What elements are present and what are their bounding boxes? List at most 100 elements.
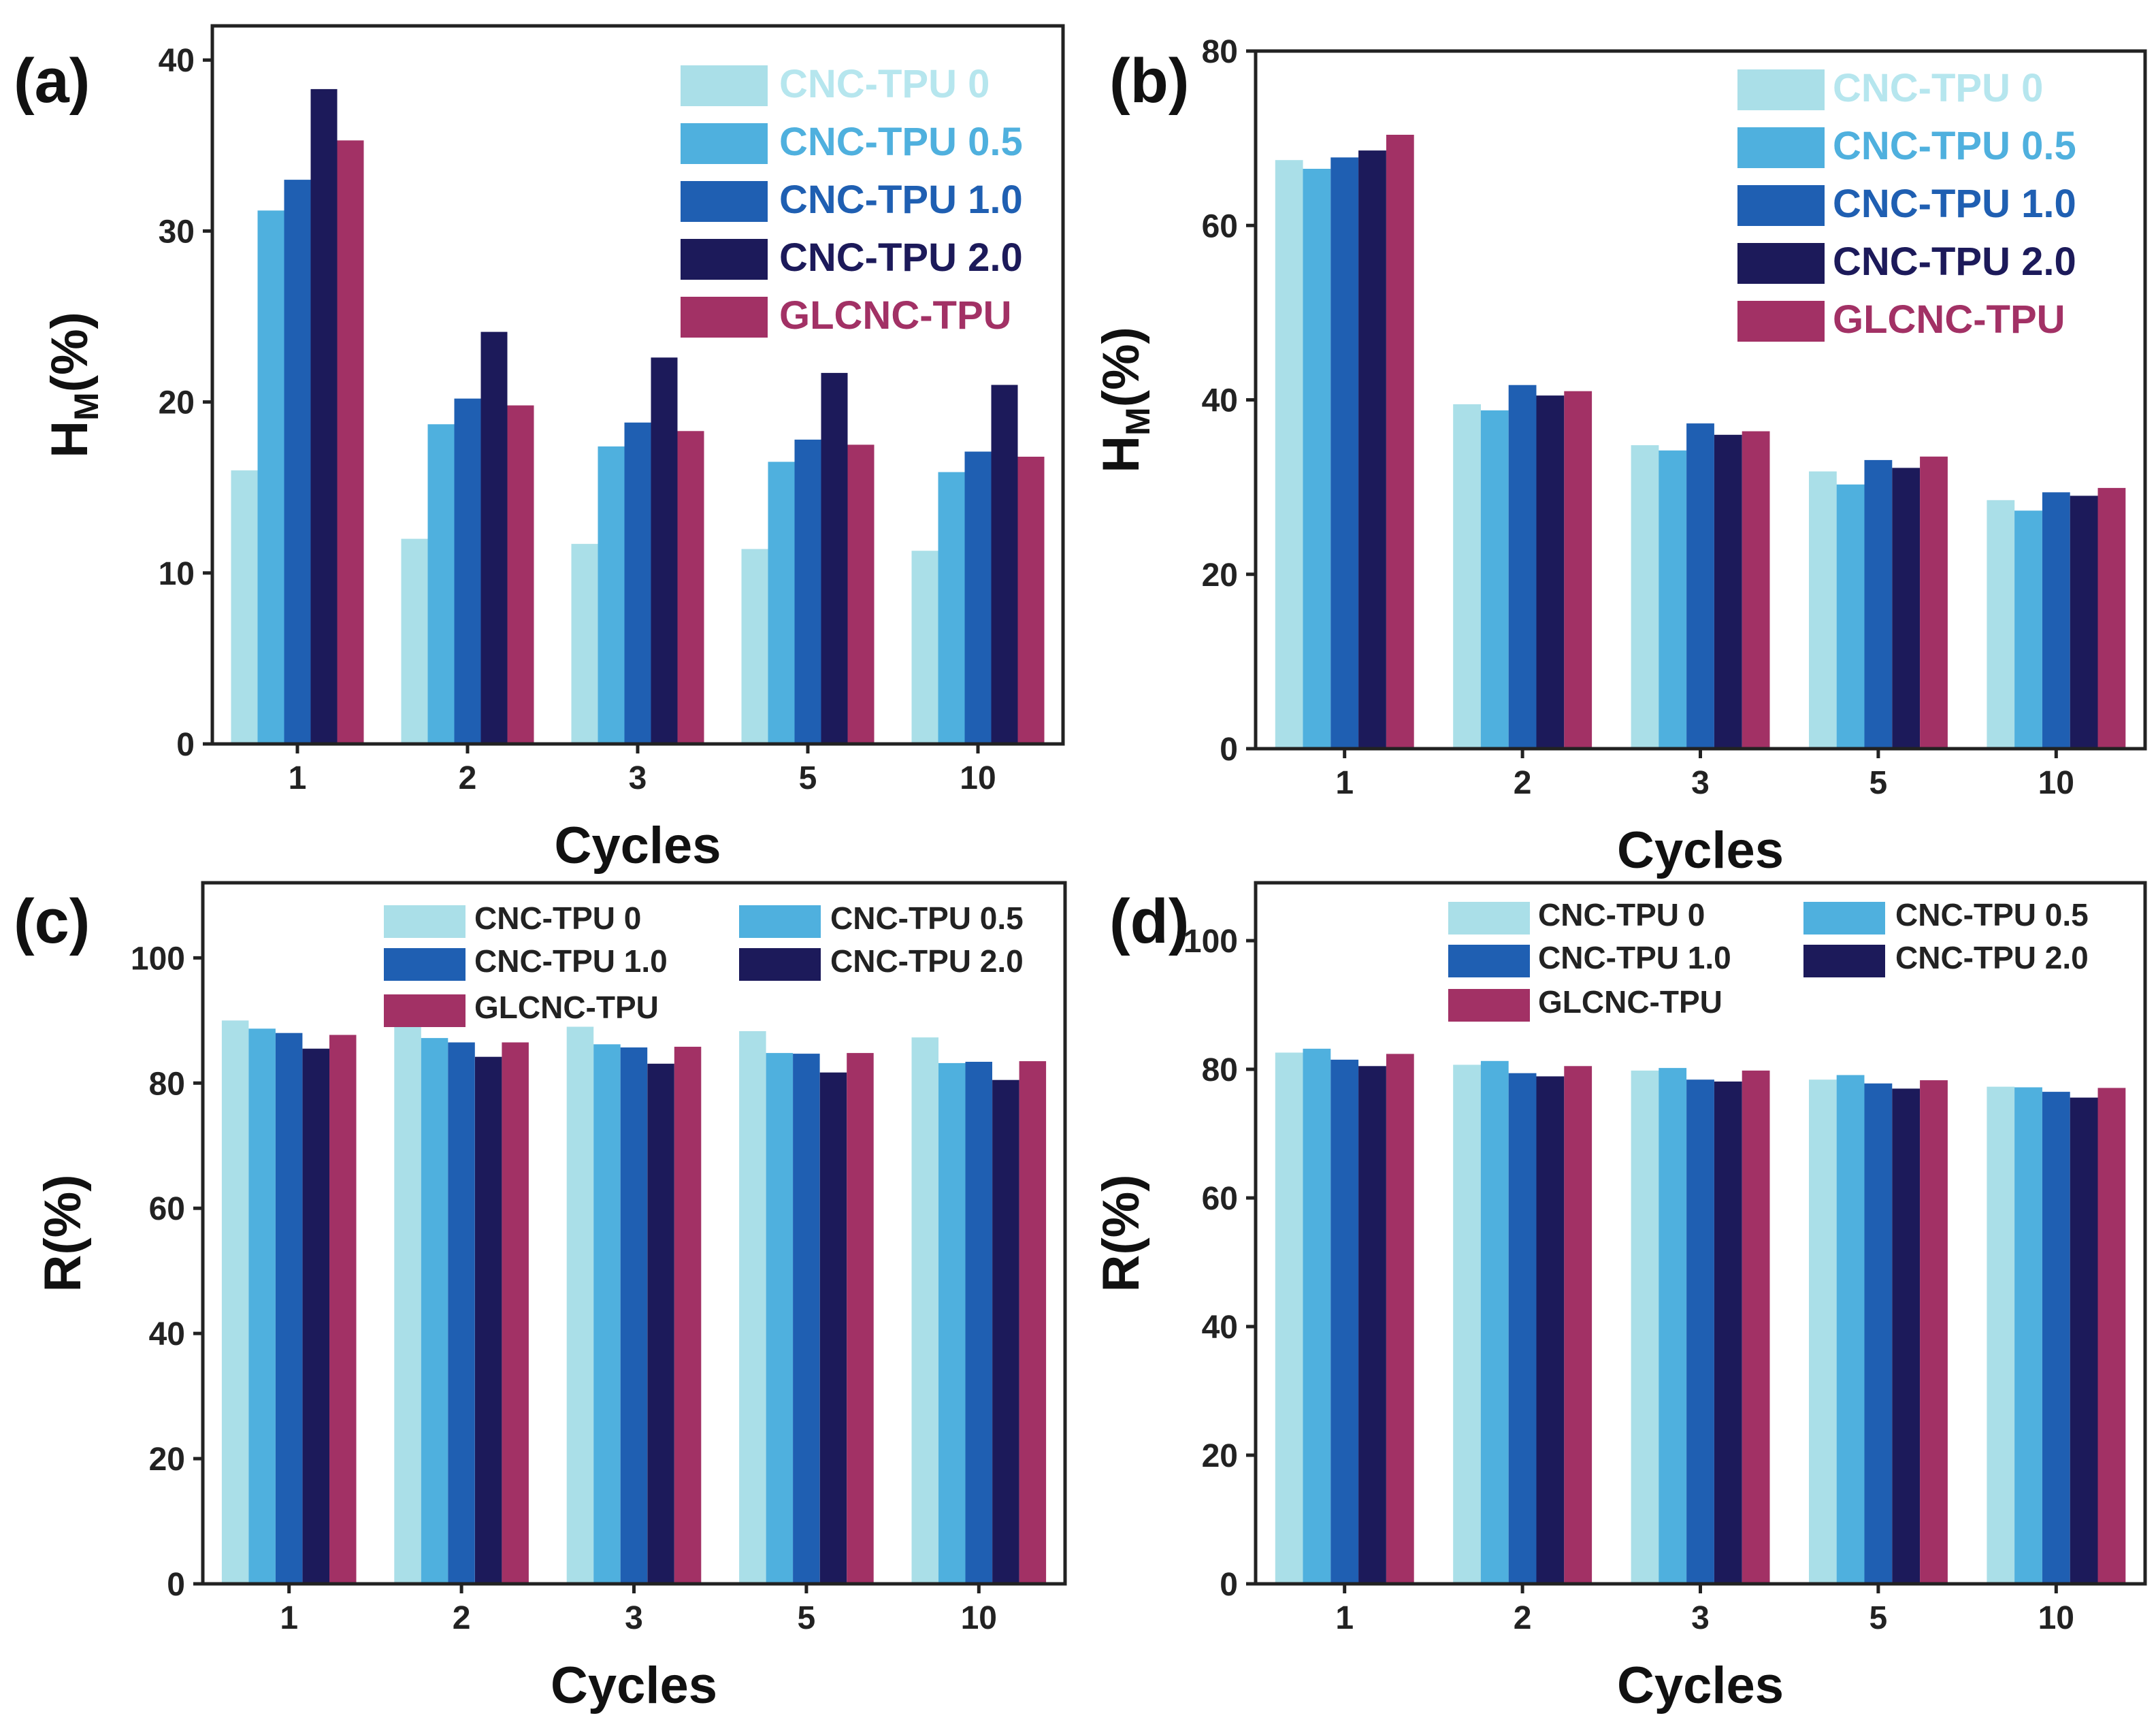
legend-label: GLCNC-TPU	[779, 293, 1012, 338]
bar-glcnc-tpu	[1564, 1066, 1592, 1584]
bar-cnc-tpu-0-5	[427, 424, 455, 744]
bar-cnc-tpu-0	[221, 1020, 249, 1584]
bar-cnc-tpu-2-0	[991, 385, 1018, 744]
bar-glcnc-tpu	[847, 444, 875, 744]
legend-label: CNC-TPU 1.0	[1538, 940, 1731, 975]
panel-label: (a)	[14, 46, 90, 116]
bar-glcnc-tpu	[1386, 135, 1414, 749]
bar-glcnc-tpu	[1019, 1061, 1047, 1584]
bar-cnc-tpu-2-0	[1536, 395, 1565, 749]
y-tick-label: 30	[159, 214, 195, 250]
bar-glcnc-tpu	[1742, 1070, 1770, 1584]
bar-cnc-tpu-2-0	[1358, 1066, 1386, 1584]
bar-cnc-tpu-0	[911, 551, 938, 744]
bar-cnc-tpu-0-5	[1303, 169, 1331, 749]
bar-cnc-tpu-0-5	[257, 210, 284, 744]
x-tick-label: 2	[1514, 765, 1532, 801]
y-tick-label: 20	[1202, 1438, 1238, 1474]
x-tick-label: 10	[2038, 1600, 2074, 1636]
legend-label: CNC-TPU 0.5	[779, 120, 1023, 164]
x-tick-label: 10	[960, 760, 996, 796]
bar-cnc-tpu-1-0	[1508, 385, 1537, 749]
bar-cnc-tpu-2-0	[819, 1072, 847, 1584]
x-tick-label: 1	[1335, 765, 1354, 801]
legend: CNC-TPU 0 CNC-TPU 0.5 CNC-TPU 1.0 CNC-TPU 2…	[681, 62, 1023, 338]
x-axis-title: Cycles	[551, 1657, 717, 1715]
y-axis-title-subscript: M	[1119, 407, 1157, 436]
y-axis-title-main: R(%)	[34, 1174, 92, 1292]
bar-cnc-tpu-2-0	[1714, 1082, 1742, 1584]
x-tick-label: 5	[798, 1600, 816, 1636]
bar-cnc-tpu-2-0	[1714, 434, 1742, 749]
bar-cnc-tpu-0	[911, 1037, 938, 1584]
x-tick-label: 3	[625, 1600, 643, 1636]
y-axis-title-unit: (%)	[1092, 327, 1150, 407]
x-axis-title: Cycles	[1617, 822, 1784, 879]
legend-swatch	[1448, 989, 1530, 1022]
y-tick-label: 80	[149, 1066, 185, 1102]
panel-label: (d)	[1109, 887, 1189, 956]
bar-cnc-tpu-0-5	[248, 1028, 276, 1584]
legend-label: CNC-TPU 0.5	[1895, 897, 2089, 932]
bar-cnc-tpu-0-5	[766, 1053, 794, 1584]
y-axis-title: R(%)	[34, 1174, 92, 1292]
y-tick-label: 60	[149, 1191, 185, 1227]
bar-cnc-tpu-1-0	[1330, 1059, 1359, 1584]
x-tick-label: 10	[2038, 765, 2074, 801]
bar-cnc-tpu-0	[741, 549, 768, 744]
bar-cnc-tpu-1-0	[794, 439, 821, 744]
x-tick-label: 3	[1691, 1600, 1710, 1636]
bar-cnc-tpu-0-5	[1836, 484, 1865, 749]
x-tick-label: 1	[1335, 1600, 1354, 1636]
y-tick-label: 20	[1202, 557, 1238, 594]
bar-glcnc-tpu	[2097, 1088, 2126, 1584]
bar-cnc-tpu-1-0	[284, 180, 311, 745]
bar-cnc-tpu-0	[1275, 160, 1303, 749]
y-axis-title: HM(%)	[41, 312, 105, 458]
y-tick-label: 40	[1202, 383, 1238, 419]
bar-glcnc-tpu	[329, 1035, 357, 1584]
bar-cnc-tpu-0	[1275, 1052, 1303, 1584]
bar-cnc-tpu-1-0	[2042, 1092, 2070, 1584]
bar-cnc-tpu-0-5	[938, 1062, 966, 1584]
legend-swatch	[384, 948, 466, 981]
legend-swatch	[681, 239, 768, 280]
bar-glcnc-tpu	[1386, 1054, 1414, 1584]
bar-cnc-tpu-0	[1631, 445, 1659, 749]
y-tick-label: 80	[1202, 1052, 1238, 1088]
y-axis-title-main: H	[1092, 436, 1150, 473]
bar-glcnc-tpu	[677, 431, 704, 744]
y-tick-label: 80	[1202, 34, 1238, 70]
legend-swatch	[1448, 902, 1530, 935]
bar-glcnc-tpu	[507, 405, 534, 744]
legend-label: CNC-TPU 0	[1538, 897, 1705, 932]
legend-label: GLCNC-TPU	[1833, 297, 2065, 342]
legend-swatch	[739, 948, 821, 981]
bar-cnc-tpu-0	[1987, 1086, 2015, 1584]
bar-cnc-tpu-0	[1453, 1065, 1481, 1584]
x-tick-label: 2	[453, 1600, 471, 1636]
legend-label: CNC-TPU 0	[779, 62, 990, 106]
legend-label: CNC-TPU 2.0	[830, 943, 1024, 979]
bar-cnc-tpu-0-5	[1480, 410, 1509, 749]
y-axis-title-subscript: M	[67, 392, 105, 421]
legend-label: CNC-TPU 2.0	[1833, 240, 2076, 284]
bar-cnc-tpu-1-0	[1864, 459, 1893, 749]
x-tick-label: 5	[799, 760, 817, 796]
bar-cnc-tpu-2-0	[1358, 150, 1386, 749]
bar-cnc-tpu-0-5	[938, 472, 965, 744]
y-tick-label: 60	[1202, 208, 1238, 244]
legend-label: CNC-TPU 1.0	[1833, 182, 2076, 226]
x-tick-label: 2	[459, 760, 477, 796]
bar-glcnc-tpu	[2097, 487, 2126, 749]
y-tick-label: 20	[159, 385, 195, 421]
bar-cnc-tpu-1-0	[1686, 423, 1714, 749]
legend-swatch	[1803, 945, 1885, 977]
bar-cnc-tpu-1-0	[2042, 492, 2070, 749]
legend-swatch	[681, 65, 768, 106]
panel-c: (c) 0 20 40 60 80 100 1 2 3 5 10 Cycles R(%) CNC-TPU 0…	[14, 881, 1067, 1715]
legend-swatch	[1448, 945, 1530, 977]
legend-label: CNC-TPU 2.0	[1895, 940, 2089, 975]
bar-cnc-tpu-2-0	[1536, 1076, 1565, 1584]
